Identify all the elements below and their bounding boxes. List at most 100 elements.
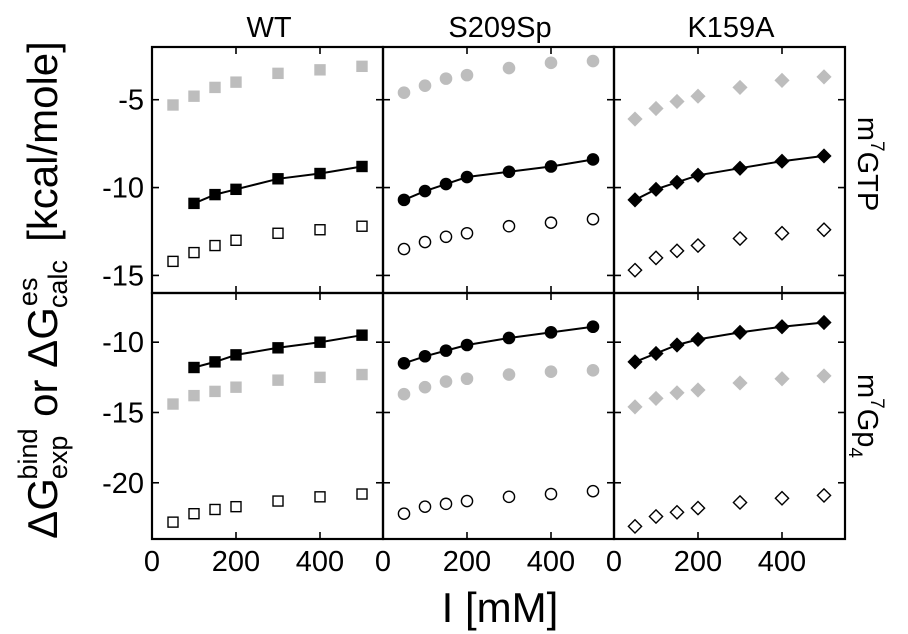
data-point-exp	[188, 197, 200, 210]
x-tick-label: 400	[296, 546, 344, 578]
data-point-grey	[690, 88, 706, 104]
data-point-grey	[732, 79, 748, 96]
data-point-grey	[669, 385, 685, 401]
y-label-sup1: bind	[13, 429, 43, 480]
x-tick-label: 0	[606, 546, 622, 578]
panel-frame	[150, 45, 385, 295]
data-point-exp	[418, 184, 432, 198]
row-label-m7gtp: m7GTP	[851, 117, 887, 211]
series-line-exp	[634, 321, 825, 363]
data-point-exp	[460, 170, 474, 184]
y-label-units: [kcal/mole]	[19, 41, 66, 253]
series-line-exp	[403, 325, 594, 365]
data-point-open	[627, 262, 643, 278]
data-point-exp	[460, 338, 474, 352]
data-point-grey	[167, 398, 179, 410]
panel-m7GTP-s209sp	[381, 45, 616, 295]
data-point-open	[167, 516, 179, 528]
data-point-exp	[439, 177, 453, 191]
x-tick-label: 400	[758, 546, 806, 578]
y-label-or: or	[19, 368, 66, 429]
data-point-exp	[502, 331, 516, 345]
panels-layer: -15 -10 -5 -20 -15 -10 0 200 400 0 200 400 0 200 400	[102, 45, 847, 578]
y-label-sub1: exp	[43, 436, 73, 480]
data-point-grey	[167, 99, 179, 111]
data-point-open	[732, 230, 748, 247]
data-point-open	[544, 216, 558, 230]
data-point-open	[272, 227, 284, 239]
data-point-grey	[439, 375, 453, 388]
panel-m7Gp4-wt: -20 -15 -10 0 200 400	[102, 291, 385, 578]
data-point-exp	[230, 349, 242, 361]
data-point-grey	[209, 385, 221, 398]
data-point-grey	[230, 381, 242, 393]
data-point-grey	[188, 90, 200, 102]
data-point-open	[669, 504, 685, 520]
data-point-open	[460, 494, 474, 508]
data-point-exp	[418, 349, 432, 363]
svg-text:m7Gp4: m7Gp4	[844, 374, 887, 458]
data-point-grey	[627, 399, 643, 415]
data-point-open	[816, 487, 832, 504]
data-point-open	[209, 503, 221, 516]
data-point-grey	[439, 72, 453, 85]
data-point-open	[648, 250, 664, 266]
data-point-exp	[356, 329, 368, 341]
data-point-exp	[774, 153, 790, 169]
data-point-grey	[816, 69, 832, 85]
data-point-grey	[209, 81, 221, 94]
svg-text:m7GTP: m7GTP	[851, 117, 887, 211]
data-point-open	[397, 242, 411, 256]
row-label-m7gtp-main: m	[851, 117, 883, 141]
data-point-grey	[356, 60, 368, 73]
data-point-grey	[690, 382, 706, 398]
x-tick-label: 0	[375, 546, 391, 578]
data-point-exp	[732, 160, 748, 176]
data-point-open	[439, 497, 453, 511]
data-point-grey	[188, 389, 200, 402]
y-label-delta2: ΔG	[19, 307, 66, 368]
data-point-grey	[627, 111, 643, 127]
data-point-open	[502, 219, 516, 233]
data-point-open	[188, 507, 200, 520]
data-point-open	[230, 500, 242, 513]
y-tick-label: -20	[102, 468, 144, 500]
x-tick-label: 200	[674, 546, 722, 578]
panel-frame	[612, 291, 847, 541]
data-point-grey	[544, 56, 558, 70]
data-point-exp	[314, 167, 326, 180]
series-line-exp	[403, 158, 594, 201]
data-point-grey	[732, 375, 748, 391]
data-point-open	[502, 490, 516, 504]
x-tick-label: 0	[144, 546, 160, 578]
data-point-exp	[397, 193, 411, 207]
data-point-exp	[544, 326, 558, 339]
data-point-grey	[502, 368, 516, 381]
data-point-open	[314, 224, 326, 236]
data-point-grey	[544, 365, 558, 379]
y-tick-label: -10	[102, 173, 144, 205]
panel-m7GTP-k159a	[612, 45, 847, 295]
data-point-exp	[690, 331, 706, 347]
row-label-m7gtp-sup: 7	[866, 141, 887, 152]
data-point-grey	[418, 79, 432, 92]
row-label-m7gp4-sup: 7	[866, 398, 887, 409]
data-point-open	[544, 487, 558, 501]
panel-m7Gp4-s209sp: 0 200 400	[375, 291, 616, 578]
panel-frame	[381, 45, 616, 295]
data-point-grey	[272, 374, 284, 386]
panel-frame	[381, 291, 616, 541]
data-point-open	[690, 500, 706, 516]
x-axis-label: I [mM]	[442, 584, 559, 631]
data-point-open	[356, 488, 368, 500]
data-point-grey	[460, 372, 474, 386]
data-point-open	[356, 220, 368, 232]
data-point-exp	[272, 173, 284, 185]
data-point-grey	[586, 364, 600, 377]
data-point-open	[439, 230, 453, 244]
data-point-open	[774, 225, 790, 241]
data-point-open	[418, 235, 432, 249]
data-point-open	[774, 490, 790, 506]
data-point-grey	[314, 371, 326, 384]
